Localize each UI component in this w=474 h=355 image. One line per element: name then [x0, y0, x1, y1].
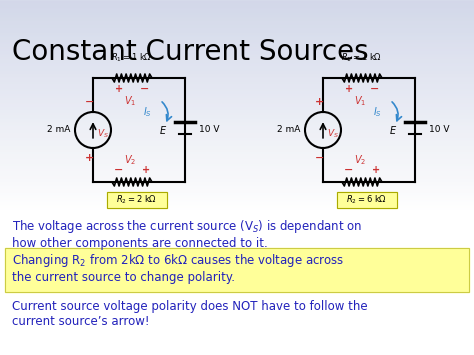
Text: $V_1$: $V_1$ [354, 94, 366, 108]
Text: +: + [85, 153, 95, 163]
Text: $R_1 = 1\ \mathrm{k}\Omega$: $R_1 = 1\ \mathrm{k}\Omega$ [341, 51, 383, 64]
Text: $V_1$: $V_1$ [124, 94, 136, 108]
Text: +: + [115, 84, 123, 94]
Text: −: − [140, 84, 149, 94]
Bar [5, 248, 469, 292]
Text: $V_S$: $V_S$ [97, 128, 109, 140]
Text: 2 mA: 2 mA [46, 126, 70, 135]
Bar [0, 195, 474, 355]
Bar [337, 192, 397, 208]
Text: $R_1 = 1\ \mathrm{k}\Omega$: $R_1 = 1\ \mathrm{k}\Omega$ [111, 51, 153, 64]
Text: −: − [370, 84, 379, 94]
Text: $E$: $E$ [389, 124, 397, 136]
Text: $V_2$: $V_2$ [124, 153, 136, 167]
Text: +: + [315, 97, 325, 107]
Text: 2 mA: 2 mA [277, 126, 300, 135]
Text: $E$: $E$ [159, 124, 167, 136]
Text: Constant Current Sources: Constant Current Sources [12, 38, 369, 66]
Text: $I_S$: $I_S$ [373, 105, 382, 119]
Text: Changing R$_2$ from 2kΩ to 6kΩ causes the voltage across
the current source to c: Changing R$_2$ from 2kΩ to 6kΩ causes th… [12, 252, 345, 284]
Text: Current source voltage polarity does NOT have to follow the
current source’s arr: Current source voltage polarity does NOT… [12, 300, 368, 328]
Text: +: + [372, 165, 380, 175]
Text: $R_2 = 6\ \mathrm{k}\Omega$: $R_2 = 6\ \mathrm{k}\Omega$ [346, 194, 388, 206]
Text: +: + [345, 84, 353, 94]
Text: −: − [114, 165, 123, 175]
Bar [107, 192, 167, 208]
Bar [107, 192, 167, 208]
Text: −: − [344, 165, 354, 175]
Text: The voltage across the current source (V$_S$) is dependant on
how other componen: The voltage across the current source (V… [12, 218, 362, 250]
Text: 10 V: 10 V [199, 126, 219, 135]
Text: 10 V: 10 V [429, 126, 449, 135]
Bar [337, 192, 397, 208]
Text: $V_S$: $V_S$ [327, 128, 339, 140]
Text: +: + [142, 165, 150, 175]
Text: $V_2$: $V_2$ [354, 153, 366, 167]
Text: $R_2 = 2\ \mathrm{k}\Omega$: $R_2 = 2\ \mathrm{k}\Omega$ [117, 194, 157, 206]
Text: −: − [85, 97, 95, 107]
Bar [5, 248, 469, 292]
Text: −: − [315, 153, 325, 163]
Text: $I_S$: $I_S$ [143, 105, 152, 119]
